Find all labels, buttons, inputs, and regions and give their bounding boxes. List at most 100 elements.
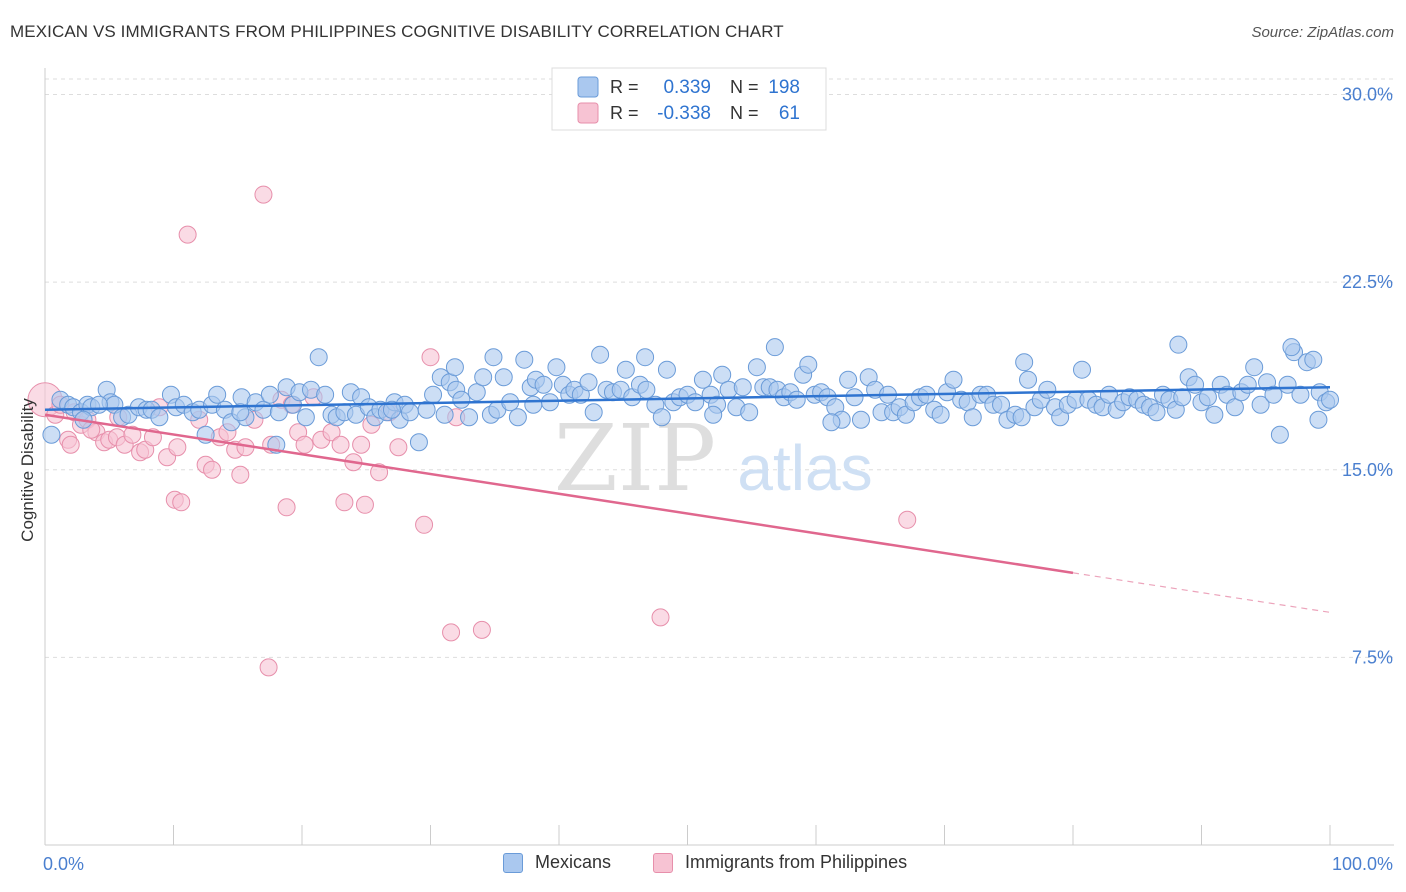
legend-r-label: R =: [610, 103, 639, 123]
watermark-zip: ZIP: [554, 405, 716, 512]
data-point-philippines: [203, 460, 222, 479]
data-point-philippines: [442, 623, 461, 642]
legend-label-philippines: Immigrants from Philippines: [685, 852, 908, 872]
data-point-mexicans: [799, 355, 818, 374]
data-point-mexicans: [1270, 425, 1289, 444]
data-point-mexicans: [839, 370, 858, 389]
legend-item-philippines: Immigrants from Philippines: [653, 852, 907, 873]
data-point-mexicans: [963, 408, 982, 427]
data-point-mexicans: [409, 433, 428, 452]
chart-title: MEXICAN VS IMMIGRANTS FROM PHILIPPINES C…: [10, 22, 784, 41]
data-point-philippines: [651, 608, 670, 627]
data-point-mexicans: [208, 385, 227, 404]
y-tick-label: 7.5%: [1352, 647, 1393, 667]
data-point-philippines: [178, 225, 197, 244]
data-point-mexicans: [747, 358, 766, 377]
data-point-philippines: [355, 495, 374, 514]
trend-line-philippines: [44, 413, 1074, 575]
x-tick-label: 100.0%: [1332, 854, 1393, 874]
data-point-mexicans: [686, 393, 705, 412]
data-point-mexicans: [657, 360, 676, 379]
trend-lines: [44, 385, 1331, 613]
data-point-mexicans: [765, 338, 784, 357]
legend-n-value-philippines: 61: [779, 103, 800, 124]
data-point-philippines: [168, 438, 187, 457]
data-point-mexicans: [1291, 385, 1310, 404]
data-point-mexicans: [445, 358, 464, 377]
legend-swatch-mexicans: [503, 852, 523, 873]
data-point-mexicans: [637, 380, 656, 399]
data-point-mexicans: [1251, 395, 1270, 414]
data-point-mexicans: [42, 425, 61, 444]
data-point-mexicans: [845, 388, 864, 407]
data-point-mexicans: [460, 408, 479, 427]
legend-r-value-philippines: -0.338: [657, 103, 711, 124]
data-point-mexicans: [150, 408, 169, 427]
legend-swatch-mexicans: [577, 76, 599, 98]
series-legend: Mexicans Immigrants from Philippines: [0, 852, 1406, 878]
trend-line-mexicans: [44, 385, 1331, 411]
data-point-philippines: [352, 435, 371, 454]
data-point-mexicans: [1012, 408, 1031, 427]
data-point-mexicans: [851, 410, 870, 429]
legend-r-label: R =: [610, 77, 639, 97]
data-point-mexicans: [452, 390, 471, 409]
data-point-mexicans: [1198, 388, 1217, 407]
trend-line-philippines-extension: [1072, 572, 1331, 613]
data-point-mexicans: [1019, 370, 1038, 389]
series-mexicans: [42, 335, 1339, 454]
data-point-mexicans: [713, 365, 732, 384]
correlation-legend: R = 0.339 N = 198 R = -0.338 N = 61: [551, 67, 827, 131]
data-point-mexicans: [1245, 358, 1264, 377]
y-axis-label: Cognitive Disability: [18, 398, 37, 542]
data-point-mexicans: [1205, 405, 1224, 424]
data-point-philippines: [898, 510, 917, 529]
y-tick-label: 30.0%: [1342, 85, 1393, 105]
legend-n-label: N =: [730, 103, 759, 123]
data-point-mexicans: [1321, 390, 1339, 409]
data-point-mexicans: [309, 348, 328, 367]
data-point-mexicans: [260, 385, 279, 404]
data-point-mexicans: [524, 395, 543, 414]
legend-item-mexicans: Mexicans: [503, 852, 611, 873]
data-point-philippines: [254, 185, 273, 204]
data-point-mexicans: [1147, 403, 1166, 422]
data-point-mexicans: [231, 403, 250, 422]
data-point-mexicans: [584, 403, 603, 422]
data-point-mexicans: [382, 400, 401, 419]
data-point-mexicans: [400, 403, 419, 422]
data-point-mexicans: [1238, 375, 1257, 394]
data-point-mexicans: [944, 370, 963, 389]
data-point-mexicans: [1072, 360, 1091, 379]
data-point-philippines: [421, 348, 440, 367]
data-point-philippines: [335, 493, 354, 512]
data-point-philippines: [331, 435, 350, 454]
data-point-mexicans: [269, 403, 288, 422]
data-point-mexicans: [733, 378, 752, 397]
data-point-mexicans: [474, 368, 493, 387]
data-point-mexicans: [316, 385, 335, 404]
tick-labels: 7.5% 15.0% 22.5% 30.0% 0.0% 100.0%: [43, 85, 1393, 874]
legend-n-label: N =: [730, 77, 759, 97]
data-point-philippines: [389, 438, 408, 457]
data-point-mexicans: [254, 400, 273, 419]
data-point-mexicans: [636, 348, 655, 367]
data-point-mexicans: [484, 348, 503, 367]
watermark-atlas: atlas: [737, 432, 872, 504]
data-point-mexicans: [1173, 388, 1192, 407]
data-point-philippines: [231, 465, 250, 484]
data-point-mexicans: [1264, 385, 1283, 404]
data-point-mexicans: [1309, 410, 1328, 429]
y-tick-label: 22.5%: [1342, 272, 1393, 292]
data-point-mexicans: [1015, 353, 1034, 372]
data-point-mexicans: [424, 385, 443, 404]
data-point-mexicans: [704, 405, 723, 424]
data-point-mexicans: [740, 403, 759, 422]
data-point-mexicans: [931, 405, 950, 424]
data-point-mexicans: [822, 413, 841, 432]
data-point-mexicans: [652, 408, 671, 427]
data-point-mexicans: [1038, 380, 1057, 399]
data-point-mexicans: [992, 395, 1011, 414]
data-point-mexicans: [435, 405, 454, 424]
